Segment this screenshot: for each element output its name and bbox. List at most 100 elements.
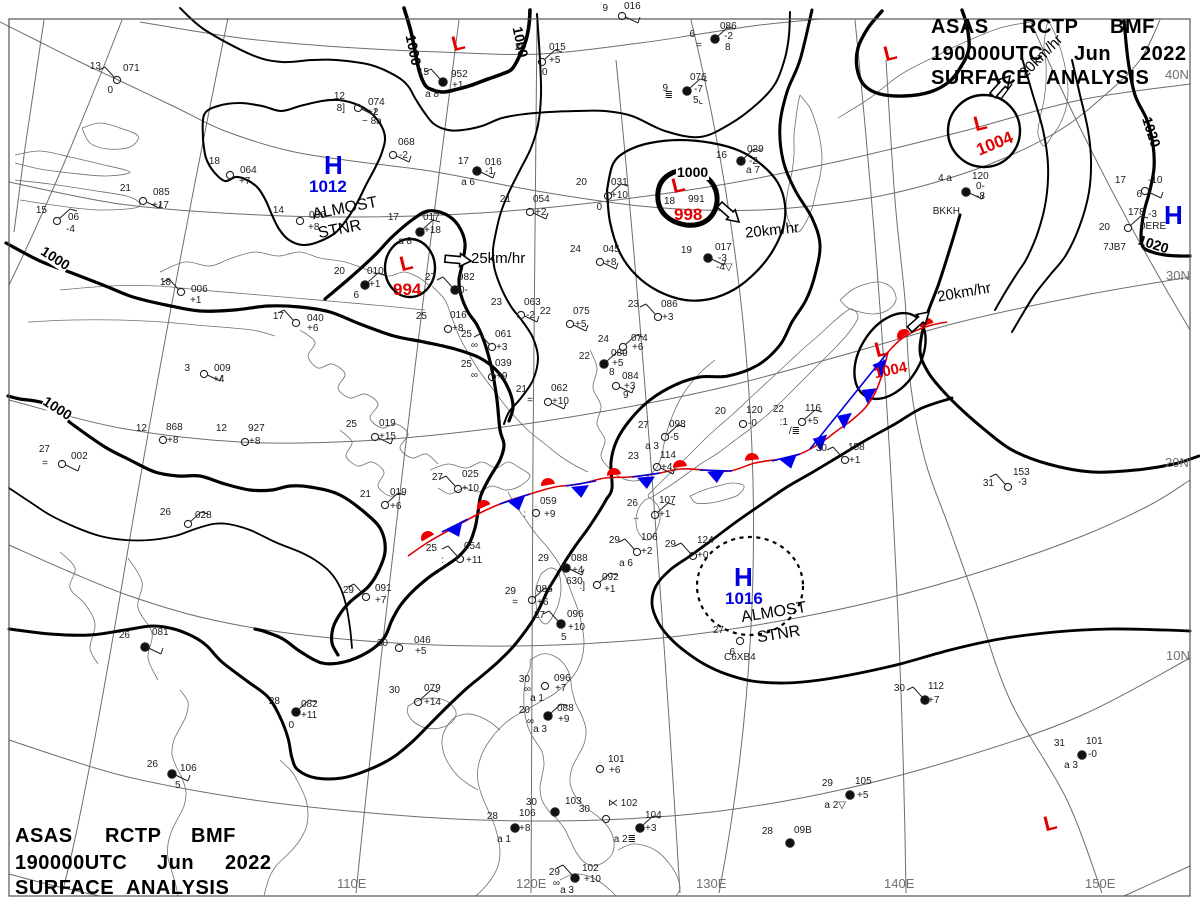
svg-text:+8: +8 xyxy=(249,436,261,447)
svg-text:039: 039 xyxy=(495,358,512,369)
svg-text:028: 028 xyxy=(195,510,212,521)
svg-text:21: 21 xyxy=(120,183,132,194)
svg-text:29: 29 xyxy=(549,867,561,878)
svg-text:-1: -1 xyxy=(485,166,494,177)
svg-text:031: 031 xyxy=(611,177,628,188)
svg-text:23: 23 xyxy=(628,299,640,310)
svg-text:086: 086 xyxy=(536,584,553,595)
svg-text:+6: +6 xyxy=(537,597,549,608)
svg-text:∞: ∞ xyxy=(471,340,478,351)
svg-text:+8: +8 xyxy=(605,257,617,268)
svg-text:12: 12 xyxy=(136,423,148,434)
svg-text:⋉ 102: ⋉ 102 xyxy=(608,798,638,809)
svg-text:071: 071 xyxy=(123,63,140,74)
svg-text:+8: +8 xyxy=(308,222,320,233)
svg-text:=: = xyxy=(696,40,702,51)
svg-text:22: 22 xyxy=(540,306,552,317)
svg-text:25: 25 xyxy=(426,543,438,554)
svg-text:a 2▽: a 2▽ xyxy=(824,800,846,811)
svg-text:9: 9 xyxy=(623,390,629,401)
svg-text:26: 26 xyxy=(119,630,131,641)
svg-text:∞: ∞ xyxy=(527,716,534,727)
svg-text:091: 091 xyxy=(375,583,392,594)
svg-text:+3: +3 xyxy=(662,312,674,323)
svg-text:27: 27 xyxy=(638,420,650,431)
svg-text:20: 20 xyxy=(576,177,588,188)
svg-text:30: 30 xyxy=(894,683,906,694)
svg-text:+4: +4 xyxy=(213,374,225,385)
svg-text:+10: +10 xyxy=(568,622,585,633)
svg-text:+10: +10 xyxy=(462,483,479,494)
svg-text:+7: +7 xyxy=(555,683,567,694)
svg-text:29: 29 xyxy=(538,553,550,564)
svg-text:+5: +5 xyxy=(575,319,587,330)
svg-text:a 1: a 1 xyxy=(497,834,511,845)
svg-text:26: 26 xyxy=(627,498,639,509)
svg-text:+4: +4 xyxy=(572,565,584,576)
svg-text:054: 054 xyxy=(464,541,481,552)
svg-text:+5: +5 xyxy=(415,646,427,657)
svg-text:a 8: a 8 xyxy=(398,236,412,247)
svg-text:09B: 09B xyxy=(794,825,812,836)
svg-text:30: 30 xyxy=(579,804,591,815)
svg-text:059: 059 xyxy=(540,496,557,507)
svg-text:120: 120 xyxy=(972,171,989,182)
svg-text:-0: -0 xyxy=(748,418,757,429)
svg-text:178: 178 xyxy=(1128,207,1145,218)
svg-text:016: 016 xyxy=(450,310,467,321)
svg-text:982: 982 xyxy=(458,272,475,283)
svg-text:20: 20 xyxy=(1099,222,1111,233)
svg-text:-3: -3 xyxy=(1018,477,1027,488)
svg-text:079: 079 xyxy=(424,683,441,694)
svg-text:017: 017 xyxy=(715,242,732,253)
svg-text:106: 106 xyxy=(641,532,658,543)
svg-text:076: 076 xyxy=(690,72,707,83)
svg-text:086: 086 xyxy=(309,210,326,221)
svg-text:105: 105 xyxy=(855,776,872,787)
svg-text:074: 074 xyxy=(368,97,385,108)
svg-text:06: 06 xyxy=(68,212,80,223)
svg-text:30: 30 xyxy=(377,638,389,649)
svg-text:=: = xyxy=(512,597,518,608)
svg-text:114: 114 xyxy=(660,450,676,461)
svg-text:+8: +8 xyxy=(519,823,531,834)
svg-text:0: 0 xyxy=(107,85,113,96)
svg-text:0: 0 xyxy=(596,202,602,213)
svg-text:+8: +8 xyxy=(452,323,464,334)
svg-text:21: 21 xyxy=(360,489,372,500)
svg-text:9: 9 xyxy=(602,3,608,14)
svg-text:-10: -10 xyxy=(1148,175,1163,186)
svg-text:29: 29 xyxy=(609,535,621,546)
svg-text:116: 116 xyxy=(805,403,821,414)
svg-text:16: 16 xyxy=(716,150,728,161)
svg-text:089: 089 xyxy=(611,348,628,359)
svg-text:081: 081 xyxy=(152,627,169,638)
svg-text:120: 120 xyxy=(746,405,763,416)
svg-text:24: 24 xyxy=(570,244,582,255)
svg-text:5⌞: 5⌞ xyxy=(693,95,704,106)
svg-text:075: 075 xyxy=(573,306,590,317)
svg-text:+2: +2 xyxy=(367,107,379,118)
svg-text:6: 6 xyxy=(689,29,695,40)
svg-text:092: 092 xyxy=(602,572,619,583)
svg-text:a 6: a 6 xyxy=(619,558,633,569)
svg-text:24: 24 xyxy=(598,334,610,345)
svg-text:+6: +6 xyxy=(609,765,621,776)
svg-text:+11: +11 xyxy=(466,555,483,566)
svg-text:22: 22 xyxy=(773,404,785,415)
svg-text:104: 104 xyxy=(645,810,662,821)
svg-text:30: 30 xyxy=(519,674,531,685)
svg-text:4 a: 4 a xyxy=(938,173,952,184)
svg-text:8: 8 xyxy=(725,42,731,53)
svg-text:+7: +7 xyxy=(375,595,387,606)
svg-text:-0: -0 xyxy=(1088,749,1097,760)
svg-text:20: 20 xyxy=(519,705,531,716)
svg-text:025: 025 xyxy=(462,469,479,480)
svg-text:12: 12 xyxy=(334,91,346,102)
svg-text:31: 31 xyxy=(1054,738,1066,749)
svg-text:0ERE: 0ERE xyxy=(1140,221,1166,232)
svg-text:+10: +10 xyxy=(611,190,628,201)
svg-text:+1: +1 xyxy=(369,279,381,290)
svg-text:26: 26 xyxy=(147,759,159,770)
svg-text:+2: +2 xyxy=(641,546,653,557)
